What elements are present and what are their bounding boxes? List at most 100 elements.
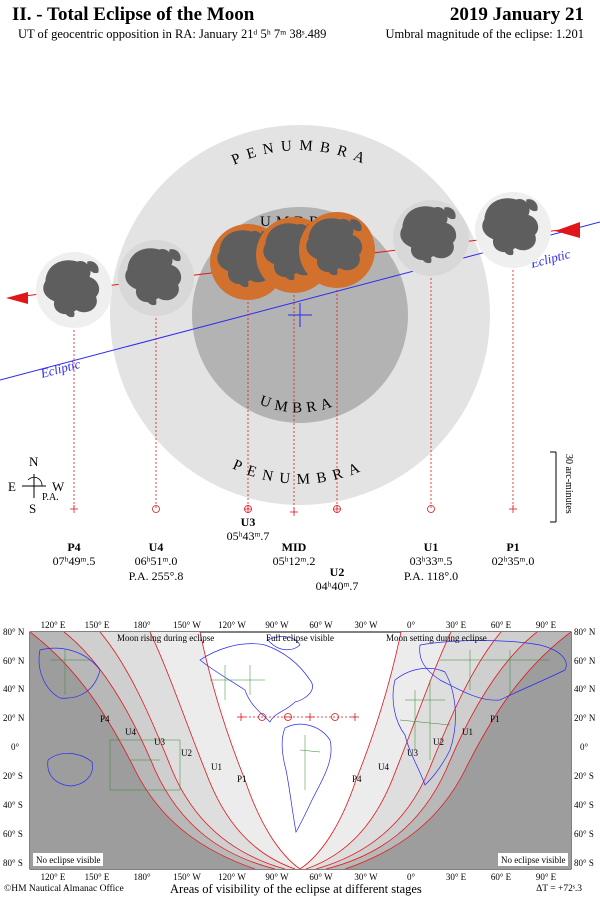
contact-u2-time: 04ʰ40ᵐ.7 [316, 579, 359, 593]
moon-u4 [118, 240, 194, 316]
svg-text:P.A.: P.A. [42, 492, 59, 503]
svg-text:120° W: 120° W [218, 872, 246, 882]
svg-text:180°: 180° [133, 872, 151, 882]
contact-mid-time: 05ʰ12ᵐ.2 [273, 554, 316, 568]
moon-p1 [475, 192, 551, 268]
contact-u4-pa: P.A. 255°.8 [129, 569, 184, 583]
svg-text:60° W: 60° W [309, 872, 333, 882]
svg-text:90° E: 90° E [536, 872, 557, 882]
credit-line: ©HM Nautical Almanac Office [4, 884, 124, 894]
contact-u4-time: 06ʰ51ᵐ.0 [135, 554, 178, 568]
contact-u3-id: U3 [241, 515, 256, 529]
svg-text:P4: P4 [352, 774, 362, 784]
umbral-magnitude: Umbral magnitude of the eclipse: 1.201 [385, 27, 584, 41]
map-latitude-labels-left: 80° N 60° N 40° N 20° N 0° 20° S 40° S 6… [3, 627, 25, 868]
svg-text:180°: 180° [133, 620, 151, 630]
visibility-map [29, 631, 572, 870]
svg-text:60° E: 60° E [491, 620, 512, 630]
svg-text:20° S: 20° S [574, 771, 594, 781]
map-caption: Areas of visibility of the eclipse at di… [170, 882, 422, 896]
svg-text:150° W: 150° W [173, 872, 201, 882]
svg-text:U3: U3 [154, 737, 165, 747]
svg-text:40° S: 40° S [574, 800, 594, 810]
opposition-time: UT of geocentric opposition in RA: Janua… [18, 27, 327, 41]
svg-text:80° N: 80° N [3, 627, 25, 637]
eclipse-date: 2019 January 21 [449, 4, 584, 25]
svg-text:0°: 0° [11, 742, 20, 752]
svg-text:30° E: 30° E [446, 872, 467, 882]
contact-u1-time: 03ʰ33ᵐ.5 [410, 554, 453, 568]
contact-p1-id: P1 [506, 540, 519, 554]
svg-text:120° E: 120° E [41, 620, 66, 630]
contact-mid-id: MID [282, 540, 307, 554]
svg-text:P1: P1 [490, 714, 500, 724]
svg-text:0°: 0° [580, 742, 589, 752]
page-title: II. - Total Eclipse of the Moon [12, 4, 255, 25]
svg-text:U1: U1 [211, 762, 222, 772]
svg-text:E: E [8, 479, 16, 494]
svg-text:120° E: 120° E [41, 872, 66, 882]
moon-p4 [36, 252, 112, 328]
svg-text:60° N: 60° N [574, 656, 596, 666]
svg-text:20° S: 20° S [3, 771, 23, 781]
map-longitude-labels-top: 120° E 150° E 180° 150° W 120° W 90° W 6… [41, 620, 557, 630]
moon-u1 [393, 200, 469, 276]
svg-text:90° E: 90° E [536, 620, 557, 630]
svg-text:90° W: 90° W [265, 620, 289, 630]
note-no-eclipse-left: No eclipse visible [36, 855, 101, 865]
svg-text:150° E: 150° E [85, 872, 110, 882]
svg-text:W: W [52, 479, 65, 494]
map-moon-track [237, 713, 359, 721]
svg-text:U2: U2 [181, 748, 192, 758]
contact-drop-lines [73, 250, 514, 512]
contact-p1-time: 02ʰ35ᵐ.0 [492, 554, 535, 568]
svg-text:U4: U4 [125, 727, 136, 737]
svg-text:P4: P4 [100, 714, 110, 724]
svg-text:90° W: 90° W [265, 872, 289, 882]
svg-text:U4: U4 [378, 762, 389, 772]
svg-text:40° N: 40° N [3, 684, 25, 694]
delta-t: ΔT = +72ˢ.3 [536, 884, 582, 894]
shadow-center-cross [288, 303, 312, 327]
contact-u1-pa: P.A. 118°.0 [404, 569, 458, 583]
svg-text:0°: 0° [407, 872, 416, 882]
contact-u1-id: U1 [424, 540, 439, 554]
note-moon-setting: Moon setting during eclipse [386, 633, 487, 643]
svg-text:80° S: 80° S [3, 858, 23, 868]
svg-text:60° W: 60° W [309, 620, 333, 630]
svg-text:30 arc-minutes: 30 arc-minutes [563, 454, 574, 514]
svg-text:U1: U1 [462, 727, 473, 737]
svg-text:U2: U2 [433, 737, 444, 747]
svg-text:S: S [29, 501, 36, 516]
svg-text:0°: 0° [407, 620, 416, 630]
contact-markers [70, 505, 517, 516]
svg-text:80° N: 80° N [574, 627, 596, 637]
contact-u4-id: U4 [149, 540, 164, 554]
svg-text:150° W: 150° W [173, 620, 201, 630]
contact-p4-time: 07ʰ49ᵐ.5 [53, 554, 96, 568]
svg-text:80° S: 80° S [574, 858, 594, 868]
contact-p4-id: P4 [67, 540, 80, 554]
svg-text:40° N: 40° N [574, 684, 596, 694]
svg-text:40° S: 40° S [3, 800, 23, 810]
svg-text:60° S: 60° S [574, 829, 594, 839]
svg-text:150° E: 150° E [85, 620, 110, 630]
map-latitude-labels-right: 80° N 60° N 40° N 20° N 0° 20° S 40° S 6… [574, 627, 596, 868]
svg-text:120° W: 120° W [218, 620, 246, 630]
svg-text:30° W: 30° W [354, 872, 378, 882]
note-full-eclipse: Full eclipse visible [266, 633, 334, 643]
path-arrow-left [6, 292, 28, 304]
svg-text:P1: P1 [237, 774, 247, 784]
map-curve-labels: P4 U4 U3 U2 U1 P1 P4 U4 U3 U2 U1 P1 [100, 714, 500, 784]
note-no-eclipse-right: No eclipse visible [501, 855, 566, 865]
svg-text:60° E: 60° E [491, 872, 512, 882]
svg-text:30° E: 30° E [446, 620, 467, 630]
contact-u3-time: 05ʰ43ᵐ.7 [227, 529, 270, 543]
svg-text:60° N: 60° N [3, 656, 25, 666]
svg-text:U3: U3 [407, 748, 418, 758]
svg-text:30° W: 30° W [354, 620, 378, 630]
contact-u2-id: U2 [330, 565, 345, 579]
ecliptic-label-left: Ecliptic [38, 356, 82, 381]
svg-text:20° N: 20° N [3, 713, 25, 723]
